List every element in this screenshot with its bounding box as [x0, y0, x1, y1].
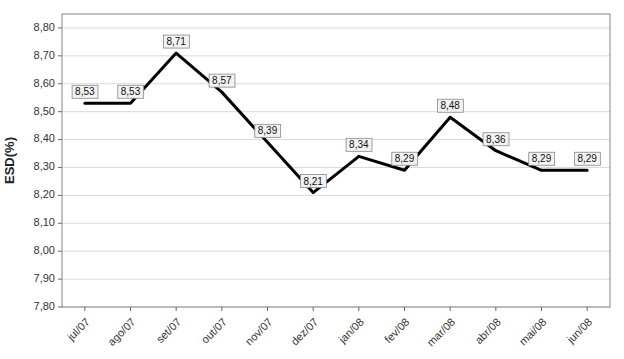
grid-line	[62, 223, 610, 224]
x-tick	[221, 307, 222, 311]
x-tick	[450, 307, 451, 311]
y-tick	[58, 195, 62, 196]
x-axis: jul/07 ago/07 set/07 out/07 nov/07 dez/07 jan/…	[64, 307, 594, 348]
grid-line	[62, 139, 610, 140]
data-label-box	[529, 152, 555, 165]
grid-line	[62, 279, 610, 280]
x-tick-label: jun/08	[564, 316, 594, 346]
y-tick	[58, 279, 62, 280]
data-labels: 8,53 8,53 8,71 8,57 8,39 8,21 8,34 8,29 8,48 8,36…	[72, 35, 600, 188]
data-label: 8,71	[166, 36, 186, 47]
chart: 7,80 7,90 8,00 8,10 8,20 8,30 8,40 8,50 8,60 8,70…	[0, 0, 624, 359]
y-tick-label: 8,30	[34, 160, 55, 172]
data-label-box	[255, 124, 281, 137]
grid-line	[62, 251, 610, 252]
y-tick-label: 7,80	[34, 300, 55, 312]
x-tick-label: dez/07	[288, 316, 320, 348]
x-tick	[84, 307, 85, 311]
data-label-box	[392, 152, 418, 165]
data-label: 8,29	[395, 153, 415, 164]
data-label: 8,53	[75, 86, 95, 97]
x-tick-label: mai/08	[517, 316, 549, 348]
data-label-box	[574, 152, 600, 165]
x-tick	[176, 307, 177, 311]
grid-line	[62, 27, 610, 28]
x-tick-label: jul/07	[64, 316, 92, 344]
y-tick	[58, 251, 62, 252]
data-label-box	[209, 74, 235, 87]
data-label: 8,29	[532, 153, 552, 164]
y-tick	[58, 83, 62, 84]
grid-line	[62, 195, 610, 196]
plot-area	[85, 53, 587, 193]
y-tick	[58, 27, 62, 28]
y-axis-label: ESD(%)	[2, 137, 17, 184]
data-label-box	[300, 175, 326, 188]
y-axis: 7,80 7,90 8,00 8,10 8,20 8,30 8,40 8,50 8,60 8,70…	[34, 21, 610, 312]
plot-frame	[62, 14, 610, 307]
y-tick-label: 8,60	[34, 77, 55, 89]
data-label-box	[72, 85, 98, 98]
data-label-box	[437, 99, 463, 112]
y-tick	[58, 307, 62, 308]
y-tick	[58, 139, 62, 140]
x-tick-label: fev/08	[382, 316, 412, 346]
data-label: 8,29	[577, 153, 597, 164]
y-tick-label: 8,10	[34, 216, 55, 228]
y-tick-label: 7,90	[34, 272, 55, 284]
data-label-box	[483, 133, 509, 146]
grid-line	[62, 111, 610, 112]
y-tick-label: 8,20	[34, 188, 55, 200]
x-tick-label: nov/07	[243, 316, 275, 348]
data-label: 8,34	[349, 139, 369, 150]
y-tick	[58, 111, 62, 112]
x-tick-label: out/07	[199, 316, 229, 346]
data-label: 8,36	[486, 134, 506, 145]
data-label: 8,53	[121, 86, 141, 97]
x-tick	[495, 307, 496, 311]
data-label-box	[346, 138, 372, 151]
y-tick-label: 8,40	[34, 132, 55, 144]
x-tick-label: ago/07	[105, 316, 137, 348]
x-tick-label: abr/08	[472, 316, 503, 347]
y-tick-label: 8,50	[34, 105, 55, 117]
plot-background	[62, 14, 610, 307]
x-tick-label: set/07	[154, 316, 184, 346]
y-tick-label: 8,80	[34, 21, 55, 33]
data-label: 8,57	[212, 75, 232, 86]
chart-container: 7,80 7,90 8,00 8,10 8,20 8,30 8,40 8,50 8,60 8,70…	[0, 0, 624, 359]
x-tick	[358, 307, 359, 311]
x-tick	[267, 307, 268, 311]
data-label-box	[118, 85, 144, 98]
data-label: 8,39	[258, 125, 278, 136]
x-tick-label: jan/08	[336, 316, 366, 346]
x-tick	[587, 307, 588, 311]
y-tick-label: 8,00	[34, 244, 55, 256]
data-label: 8,48	[440, 100, 460, 111]
y-tick	[58, 223, 62, 224]
grid-line	[62, 83, 610, 84]
y-tick-label: 8,70	[34, 49, 55, 61]
data-label: 8,21	[303, 176, 323, 187]
data-line	[85, 53, 587, 193]
x-tick	[404, 307, 405, 311]
x-tick	[130, 307, 131, 311]
grid-line	[62, 55, 610, 56]
y-tick	[58, 55, 62, 56]
grid-line	[62, 167, 610, 168]
x-tick-label: mar/08	[425, 316, 458, 349]
x-tick	[541, 307, 542, 311]
data-label-box	[163, 35, 189, 48]
x-tick	[313, 307, 314, 311]
y-tick	[58, 167, 62, 168]
